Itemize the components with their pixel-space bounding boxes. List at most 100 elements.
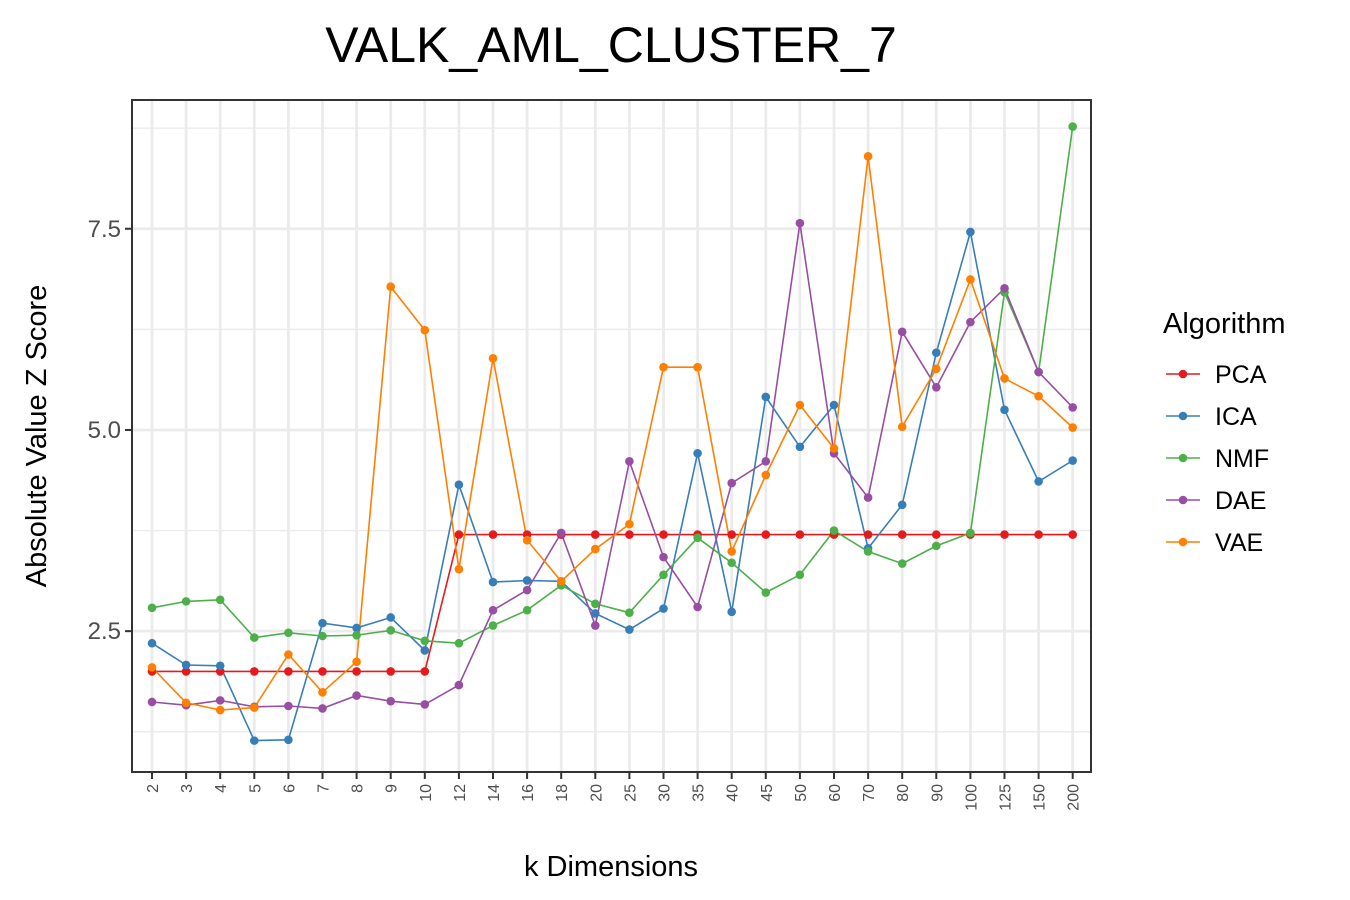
data-point-vae bbox=[147, 663, 157, 672]
data-point-vae bbox=[318, 688, 327, 697]
data-point-vae bbox=[659, 362, 668, 372]
data-point-dae bbox=[284, 701, 293, 711]
data-point-nmf bbox=[522, 605, 532, 615]
data-point-nmf bbox=[386, 626, 396, 635]
x-tick-label: 12 bbox=[452, 784, 469, 802]
data-point-ica bbox=[829, 400, 839, 410]
data-point-nmf bbox=[966, 528, 975, 538]
data-point-ica bbox=[488, 577, 498, 587]
data-point-vae bbox=[386, 282, 396, 292]
y-tick-label: 7.5 bbox=[88, 216, 121, 243]
series-line-pca bbox=[152, 533, 1073, 673]
data-point-ica bbox=[1034, 477, 1043, 486]
data-point-nmf bbox=[250, 633, 259, 642]
legend-label-nmf: NMF bbox=[1215, 445, 1269, 473]
data-point-dae bbox=[897, 327, 907, 337]
data-point-nmf bbox=[625, 608, 634, 617]
legend-key-point-vae bbox=[1178, 537, 1188, 547]
x-tick-label: 9 bbox=[384, 784, 401, 793]
data-point-nmf bbox=[147, 603, 157, 613]
data-point-dae bbox=[795, 218, 805, 228]
x-tick-label: 30 bbox=[657, 784, 674, 802]
data-point-ica bbox=[284, 735, 293, 745]
data-point-vae bbox=[454, 564, 464, 574]
x-tick-label: 60 bbox=[827, 784, 844, 802]
x-tick-label: 25 bbox=[622, 784, 639, 802]
legend-key-point-ica bbox=[1178, 411, 1188, 421]
x-tick-label: 125 bbox=[998, 784, 1015, 811]
data-point-ica bbox=[932, 348, 941, 358]
data-point-dae bbox=[352, 691, 361, 700]
data-point-vae bbox=[488, 354, 498, 363]
x-tick-label: 90 bbox=[929, 784, 946, 802]
data-point-dae bbox=[693, 602, 702, 612]
data-point-ica bbox=[795, 442, 805, 452]
legend-label-ica: ICA bbox=[1215, 403, 1257, 431]
data-point-nmf bbox=[591, 599, 600, 609]
data-point-vae bbox=[727, 547, 736, 556]
data-point-ica bbox=[625, 625, 634, 634]
data-point-vae bbox=[522, 535, 532, 545]
x-tick-label: 14 bbox=[486, 784, 503, 802]
data-point-nmf bbox=[284, 628, 293, 638]
data-point-ica bbox=[318, 618, 327, 628]
data-point-pca bbox=[1068, 530, 1077, 539]
x-tick-label: 200 bbox=[1066, 784, 1083, 811]
x-tick-label: 50 bbox=[793, 784, 810, 802]
y-axis-title: Absolute Value Z Score bbox=[21, 285, 53, 588]
x-tick-label: 7 bbox=[316, 784, 333, 793]
data-point-ica bbox=[693, 449, 702, 458]
data-point-nmf bbox=[932, 541, 941, 551]
panel-border bbox=[131, 99, 1092, 773]
data-point-nmf bbox=[693, 533, 702, 543]
data-point-pca bbox=[897, 530, 907, 539]
data-point-vae bbox=[897, 422, 907, 432]
data-point-ica bbox=[352, 623, 361, 633]
data-point-vae bbox=[625, 519, 634, 529]
x-tick-label: 10 bbox=[418, 784, 435, 802]
x-tick-label: 35 bbox=[691, 784, 708, 802]
data-point-dae bbox=[863, 493, 873, 502]
data-point-pca bbox=[591, 530, 600, 539]
data-point-ica bbox=[897, 500, 907, 510]
data-point-pca bbox=[761, 530, 771, 539]
data-point-dae bbox=[761, 457, 771, 466]
data-point-ica bbox=[727, 607, 736, 617]
data-point-pca bbox=[454, 530, 464, 539]
data-point-nmf bbox=[761, 588, 771, 597]
x-tick-label: 4 bbox=[213, 784, 230, 793]
data-point-pca bbox=[863, 530, 873, 539]
data-point-ica bbox=[181, 660, 191, 670]
data-point-vae bbox=[761, 470, 771, 480]
series-line-vae bbox=[151, 156, 1074, 711]
data-point-nmf bbox=[352, 630, 361, 640]
legend: Algorithm PCA ICA NMF DAE VAE bbox=[1163, 308, 1286, 557]
data-point-dae bbox=[147, 697, 157, 707]
data-point-ica bbox=[659, 604, 668, 613]
data-point-nmf bbox=[897, 559, 907, 568]
data-point-pca bbox=[659, 530, 668, 539]
data-point-vae bbox=[181, 698, 191, 708]
data-point-ica bbox=[250, 736, 259, 745]
data-point-vae bbox=[693, 362, 702, 372]
data-point-ica bbox=[522, 576, 532, 585]
data-point-vae bbox=[215, 705, 225, 715]
data-point-vae bbox=[1068, 423, 1077, 432]
x-tick-label: 80 bbox=[895, 784, 912, 802]
data-point-pca bbox=[250, 667, 259, 676]
data-point-ica bbox=[147, 638, 157, 648]
x-tick-label: 70 bbox=[861, 784, 878, 802]
legend-title: Algorithm bbox=[1163, 308, 1286, 340]
data-point-ica bbox=[454, 480, 464, 489]
data-point-pca bbox=[420, 667, 430, 676]
data-point-dae bbox=[659, 552, 668, 562]
data-point-dae bbox=[488, 605, 498, 615]
data-point-pca bbox=[795, 530, 805, 539]
data-point-nmf bbox=[829, 526, 839, 535]
x-tick-label: 3 bbox=[179, 784, 196, 793]
legend-label-vae: VAE bbox=[1215, 529, 1263, 557]
data-point-dae bbox=[932, 383, 941, 392]
x-tick-label: 45 bbox=[759, 784, 776, 802]
data-point-dae bbox=[386, 696, 396, 706]
x-tick-label: 5 bbox=[247, 784, 264, 793]
